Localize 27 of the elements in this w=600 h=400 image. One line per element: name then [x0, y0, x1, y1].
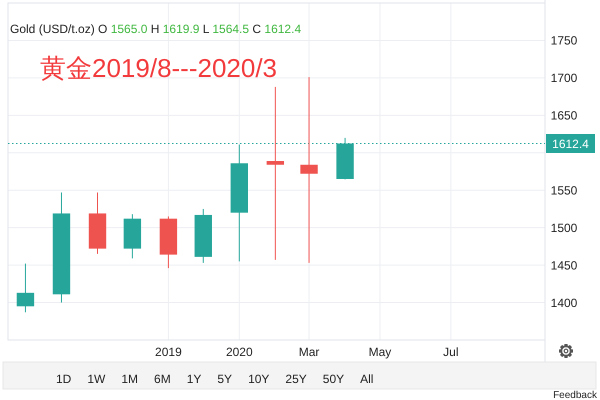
x-tick-label: 2019	[155, 345, 182, 359]
title: Gold (USD/t.oz) O 1565.0 H 1619.9 L 1564.5 C 1612.4	[10, 22, 302, 36]
ref-line-label: 1612.4	[552, 136, 590, 151]
y-tick-label: 1700	[550, 71, 578, 86]
range-label: 6M	[154, 372, 171, 386]
range-label: 50Y	[322, 372, 344, 386]
range-label: 1Y	[186, 372, 202, 386]
range-label: All	[360, 372, 374, 386]
x-tick-label: 2020	[226, 345, 253, 359]
range-label: 1M	[121, 372, 138, 386]
y-tick-label: 1550	[550, 184, 578, 198]
range-label: 5Y	[217, 372, 232, 386]
link-label: Feedback	[553, 390, 597, 400]
y-tick-label: 1750	[550, 34, 578, 48]
ref-label: 1612.4	[546, 134, 595, 153]
x-tick-label: Mar	[298, 345, 320, 359]
y-tick-label: 1650	[550, 108, 578, 123]
x-tick-label: May	[368, 345, 392, 359]
range-label: 25Y	[285, 372, 307, 386]
annotation: 黄金2019/8---2020/3	[40, 53, 278, 83]
y-tick-label: 1450	[550, 258, 578, 272]
x-tick-label: Jul	[443, 345, 459, 359]
range-label: 1W	[87, 372, 106, 386]
range-label: 1D	[56, 372, 72, 386]
y-tick-label: 1500	[550, 220, 578, 235]
range-label: 10Y	[248, 372, 270, 386]
y-tick-label: 1400	[550, 296, 578, 310]
